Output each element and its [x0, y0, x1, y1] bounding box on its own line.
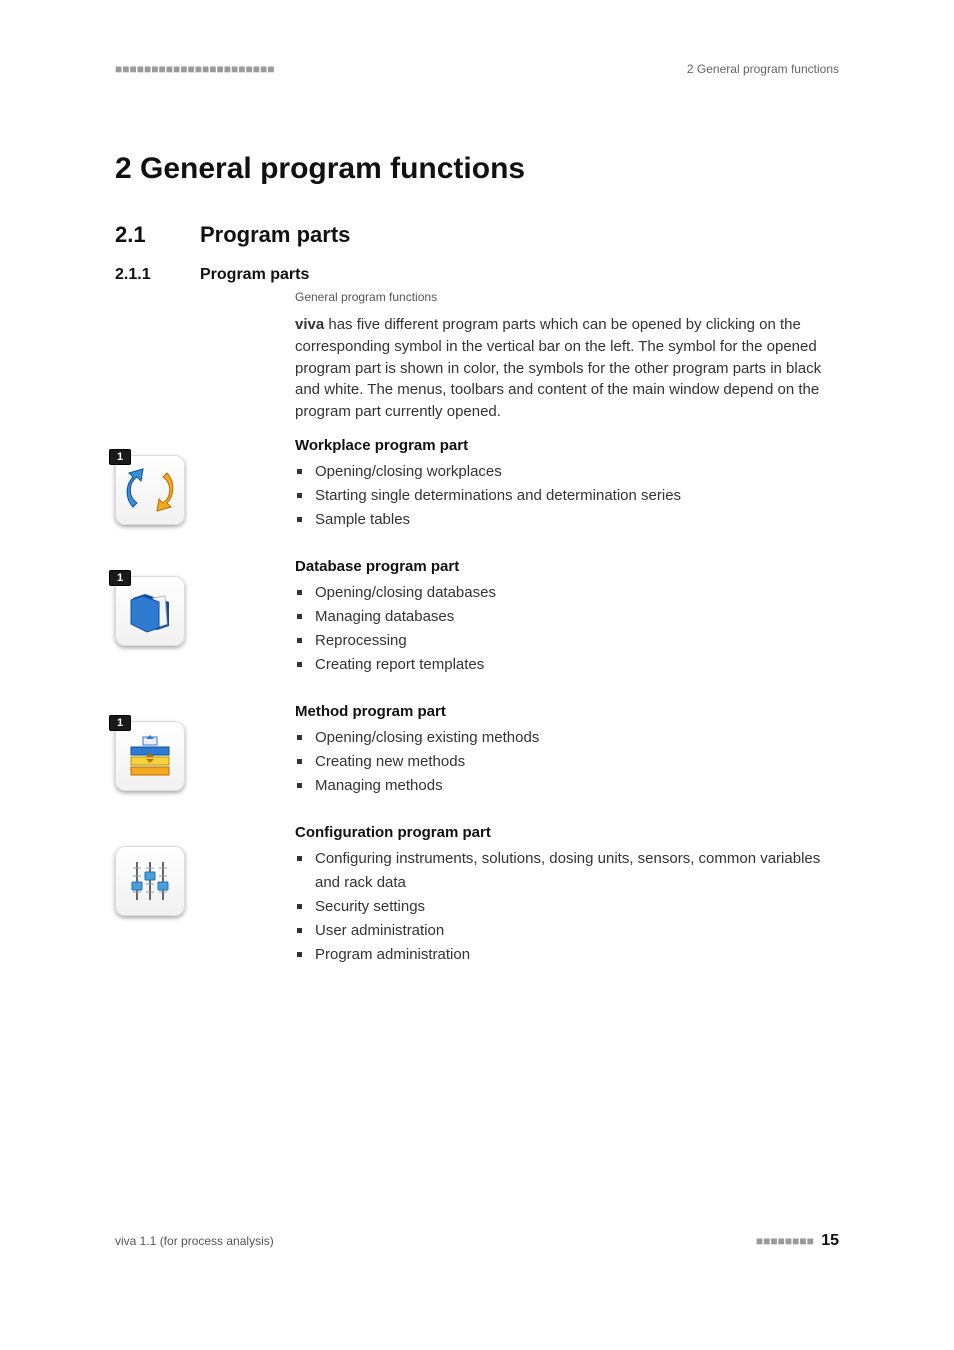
list-item: Managing methods	[315, 774, 839, 798]
method-list: Opening/closing existing methods Creatin…	[295, 726, 839, 798]
configuration-heading: Configuration program part	[295, 824, 839, 841]
subsection-title: 2.1.1Program parts	[115, 266, 839, 284]
intro-rest: has five different program parts which c…	[295, 316, 821, 420]
list-item: Configuring instruments, solutions, dosi…	[315, 847, 839, 895]
section-title: 2.1Program parts	[115, 222, 839, 248]
list-item: User administration	[315, 919, 839, 943]
workplace-heading: Workplace program part	[295, 437, 839, 454]
part-workplace: 1 Workplace program part Opening/closing…	[295, 437, 839, 532]
list-item: Opening/closing databases	[315, 581, 839, 605]
breadcrumb: General program functions	[295, 290, 839, 304]
page-footer: viva 1.1 (for process analysis) ■■■■■■■■…	[115, 1232, 839, 1250]
list-item: Opening/closing workplaces	[315, 460, 839, 484]
method-icon: 1	[115, 721, 185, 791]
chapter-title: 2 General program functions	[115, 152, 839, 186]
list-item: Creating new methods	[315, 750, 839, 774]
database-heading: Database program part	[295, 558, 839, 575]
section-number: 2.1	[115, 222, 200, 248]
header-chapter: 2 General program functions	[687, 62, 839, 76]
page-header: ■■■■■■■■■■■■■■■■■■■■■■ 2 General program…	[115, 62, 839, 76]
list-item: Security settings	[315, 895, 839, 919]
footer-dashes: ■■■■■■■■	[756, 1234, 814, 1248]
list-item: Program administration	[315, 943, 839, 967]
footer-left: viva 1.1 (for process analysis)	[115, 1234, 274, 1248]
intro-bold: viva	[295, 316, 324, 333]
database-list: Opening/closing databases Managing datab…	[295, 581, 839, 677]
header-dashes-left: ■■■■■■■■■■■■■■■■■■■■■■	[115, 62, 274, 76]
subsection-number: 2.1.1	[115, 266, 200, 284]
list-item: Managing databases	[315, 605, 839, 629]
workplace-list: Opening/closing workplaces Starting sing…	[295, 460, 839, 532]
part-method: 1 Method program part Ope	[295, 703, 839, 798]
part-database: 1 Database program part Opening/closing …	[295, 558, 839, 677]
workplace-icon: 1	[115, 455, 185, 525]
section-name: Program parts	[200, 222, 350, 247]
list-item: Opening/closing existing methods	[315, 726, 839, 750]
subsection-name: Program parts	[200, 266, 309, 283]
configuration-list: Configuring instruments, solutions, dosi…	[295, 847, 839, 967]
list-item: Starting single determinations and deter…	[315, 484, 839, 508]
intro-paragraph: viva has five different program parts wh…	[295, 314, 839, 423]
footer-right: ■■■■■■■■ 15	[756, 1232, 839, 1250]
part-configuration: Configuration program part Configuring i…	[295, 824, 839, 967]
method-heading: Method program part	[295, 703, 839, 720]
list-item: Sample tables	[315, 508, 839, 532]
list-item: Reprocessing	[315, 629, 839, 653]
list-item: Creating report templates	[315, 653, 839, 677]
database-icon: 1	[115, 576, 185, 646]
configuration-icon	[115, 846, 185, 916]
page-number: 15	[821, 1232, 839, 1249]
